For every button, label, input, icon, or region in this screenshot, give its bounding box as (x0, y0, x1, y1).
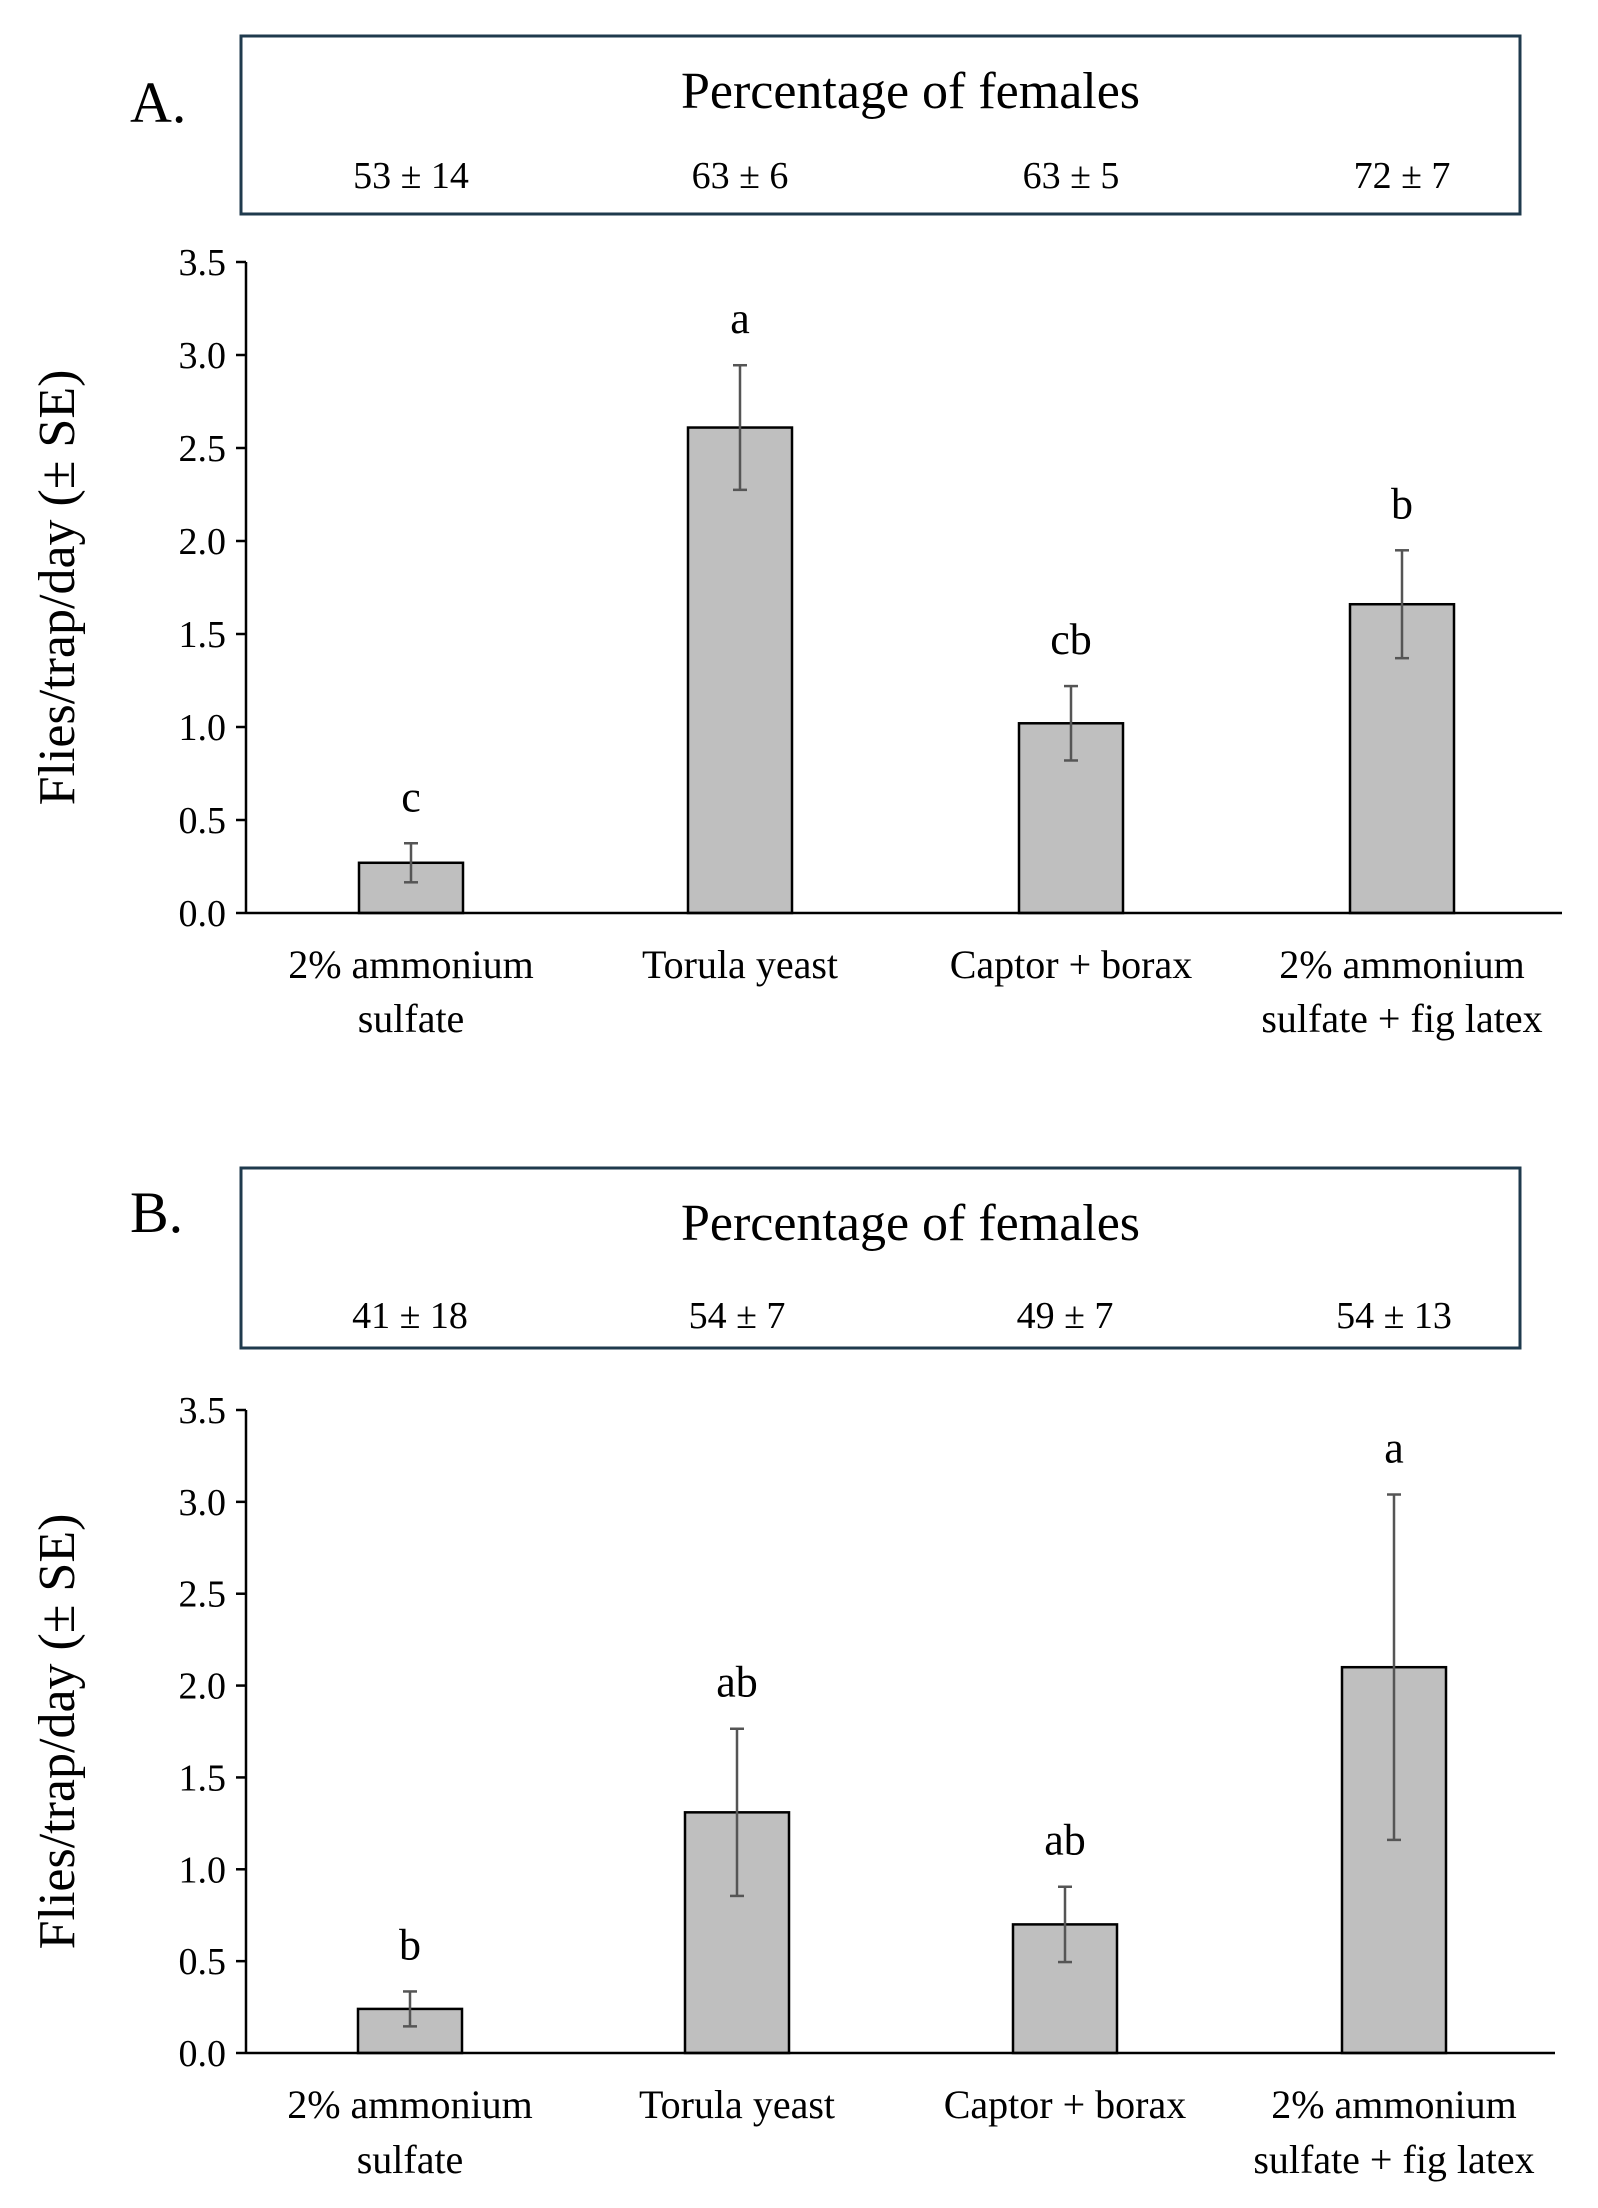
female-percentage-label: 54 ± 7 (689, 1295, 786, 1337)
error-bar (730, 1727, 744, 1898)
y-tick-label: 0.5 (179, 1941, 227, 1983)
significance-letter: ab (716, 1658, 758, 1707)
header-box (239, 1166, 1522, 1350)
y-tick-label: 1.5 (179, 1757, 227, 1799)
y-axis-label: Flies/trap/day (± SE) (29, 370, 86, 806)
y-tick-label: 2.0 (179, 1666, 227, 1708)
y-tick-label: 3.0 (179, 1482, 227, 1524)
significance-letter: ab (1044, 1816, 1086, 1865)
y-axis-label: Flies/trap/day (± SE) (29, 1514, 86, 1950)
category-label: Torula yeast (642, 942, 838, 987)
category-label: 2% ammonium (1279, 942, 1525, 987)
panel-a: A. Percentage of females 53 ± 14 63 ± 6 63 ±… (29, 34, 1562, 1041)
y-tick-label: 0.0 (179, 2033, 227, 2075)
significance-letter: a (1384, 1424, 1404, 1473)
significance-letter: a (730, 294, 750, 343)
significance-letter: b (1391, 479, 1413, 528)
error-bar (1395, 549, 1409, 660)
y-tick-label: 1.5 (179, 614, 227, 656)
significance-letter: cb (1050, 615, 1092, 664)
y-tick-label: 0.5 (179, 800, 227, 842)
error-bar (733, 363, 747, 492)
category-label: 2% ammonium (1271, 2082, 1517, 2127)
y-tick-label: 2.5 (179, 1574, 227, 1616)
significance-letter: b (399, 1920, 421, 1969)
error-bar (1058, 1885, 1072, 1964)
female-percentage-label: 53 ± 14 (353, 155, 469, 197)
category-label: sulfate + fig latex (1261, 996, 1542, 1041)
panel-b: B. Percentage of females 41 ± 18 54 ± 7 49 ±… (29, 1166, 1555, 2182)
female-percentage-label: 49 ± 7 (1017, 1295, 1114, 1337)
error-bar (403, 1990, 417, 2028)
category-label: sulfate (357, 2137, 464, 2182)
significance-letter: c (401, 772, 421, 821)
category-label: sulfate + fig latex (1253, 2137, 1534, 2182)
y-tick-label: 3.5 (179, 1390, 227, 1432)
female-percentage-label: 72 ± 7 (1354, 155, 1451, 197)
category-label: Captor + borax (950, 942, 1193, 987)
category-label: Torula yeast (639, 2082, 835, 2127)
y-tick-label: 2.0 (179, 521, 227, 563)
y-tick-label: 3.5 (179, 242, 227, 284)
y-tick-label: 0.0 (179, 893, 227, 935)
category-label: 2% ammonium (288, 942, 534, 987)
header-title: Percentage of females (681, 1195, 1140, 1252)
panel-label: A. (130, 70, 186, 135)
error-bar (1064, 684, 1078, 762)
error-bar (404, 842, 418, 884)
y-tick-label: 1.0 (179, 707, 227, 749)
header-title: Percentage of females (681, 63, 1140, 120)
category-label: Captor + borax (944, 2082, 1187, 2127)
category-label: 2% ammonium (287, 2082, 533, 2127)
panel-label: B. (130, 1180, 183, 1245)
y-tick-label: 2.5 (179, 428, 227, 470)
female-percentage-label: 41 ± 18 (352, 1295, 468, 1337)
y-tick-label: 3.0 (179, 335, 227, 377)
female-percentage-label: 63 ± 5 (1023, 155, 1120, 197)
category-label: sulfate (358, 996, 465, 1041)
bar (686, 426, 794, 915)
female-percentage-label: 63 ± 6 (692, 155, 789, 197)
y-tick-label: 1.0 (179, 1849, 227, 1891)
header-box (239, 34, 1522, 216)
error-bar (1387, 1493, 1401, 1842)
female-percentage-label: 54 ± 13 (1336, 1295, 1452, 1337)
